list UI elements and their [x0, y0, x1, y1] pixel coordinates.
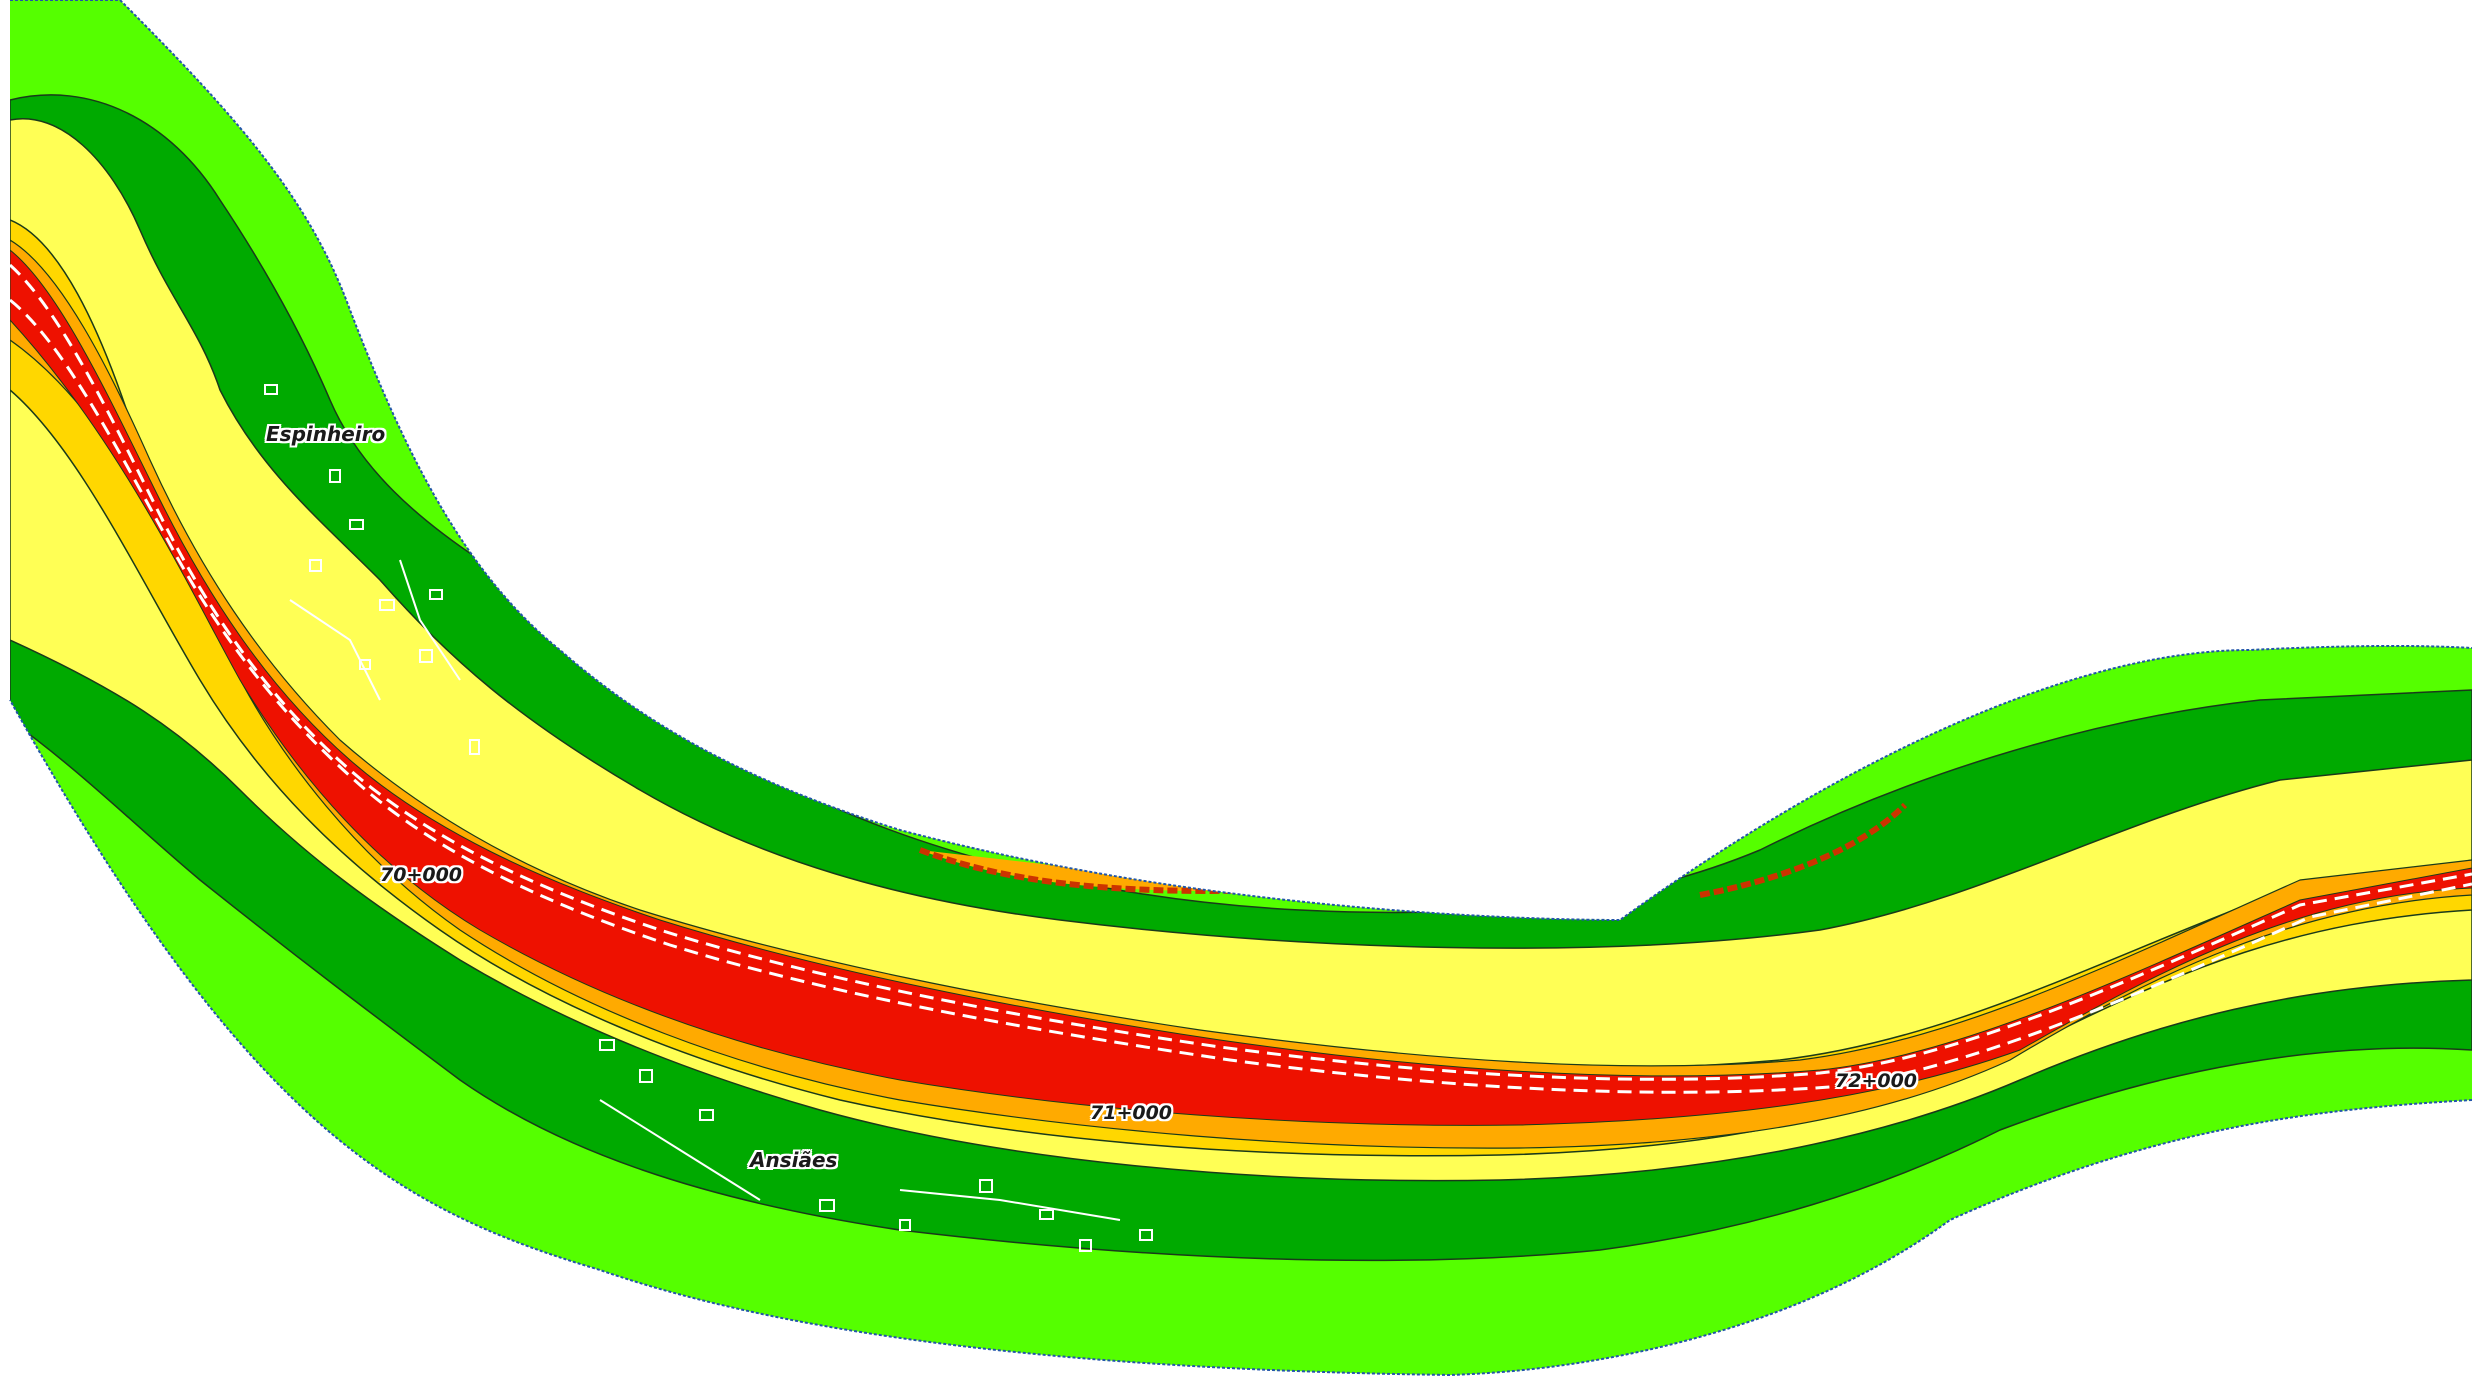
corridor-boundary	[9, 0, 2472, 1377]
place-label-ansiaes: Ansiães	[750, 1148, 838, 1172]
chainage-label-71: 71+000	[1090, 1102, 1173, 1124]
road-edge-bottom	[9, 298, 2472, 1094]
road-edge-top	[8, 263, 2472, 1081]
buildings-espinheiro	[264, 384, 480, 755]
place-label-espinheiro: Espinheiro	[266, 422, 386, 446]
buildings-ansiaes	[599, 1039, 1153, 1252]
chainage-label-70: 70+000	[380, 864, 463, 886]
chainage-label-72: 72+000	[1835, 1070, 1918, 1092]
zone-red-strip-right	[1699, 802, 1908, 898]
